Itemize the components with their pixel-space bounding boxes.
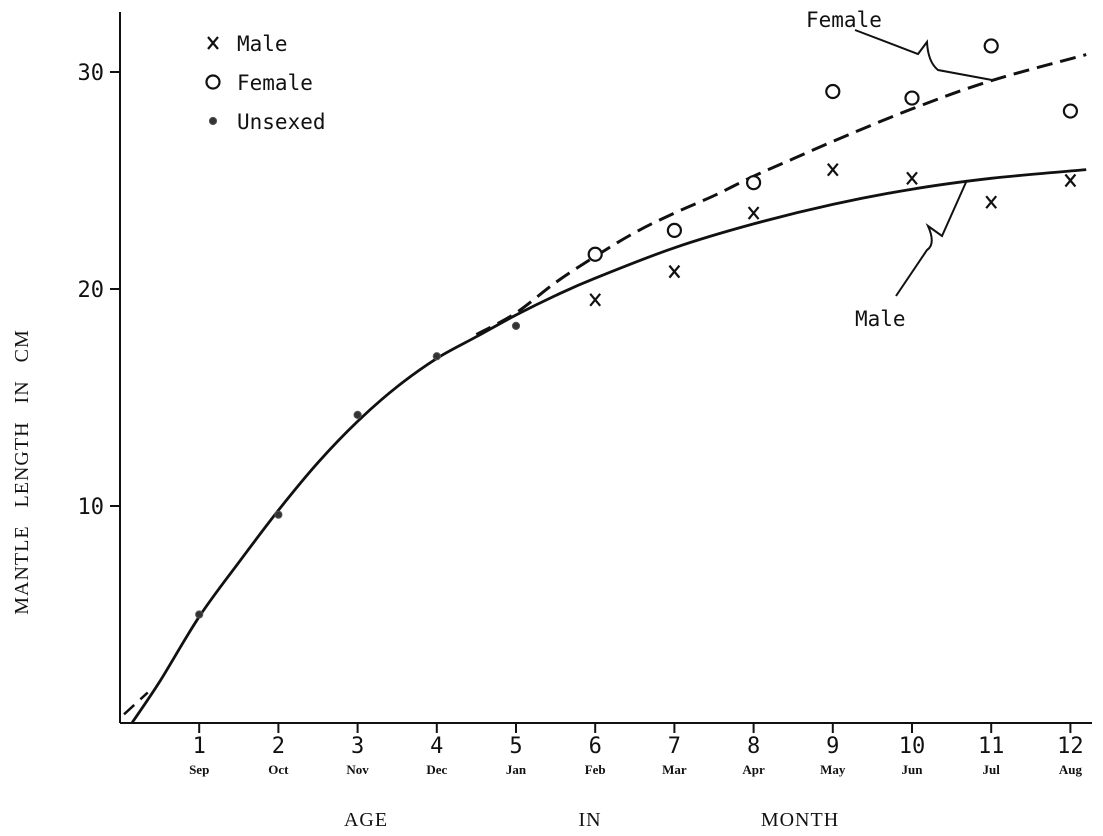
female-point — [666, 222, 683, 239]
unsexed-point — [432, 352, 441, 361]
x-tick-label: 8 — [747, 734, 760, 759]
x-month-label: Feb — [585, 762, 606, 777]
data-points — [195, 38, 1079, 619]
legend-marker-female — [205, 74, 221, 90]
male-point — [589, 293, 602, 307]
unsexed-point — [195, 610, 204, 619]
male-callout-label: Male — [855, 307, 906, 331]
male-fit-curve — [130, 168, 1087, 724]
female-point — [745, 175, 762, 191]
x-tick-label: 2 — [272, 734, 285, 759]
unsexed-point — [274, 510, 283, 519]
x-tick-label: 10 — [899, 734, 926, 759]
x-tick-label: 9 — [826, 734, 839, 759]
y-axis-title: MANTLE LENGTH IN CM — [11, 329, 33, 615]
male-point — [826, 162, 839, 177]
y-ticks: 10 20 30 — [78, 61, 120, 520]
unsexed-point — [353, 410, 362, 419]
female-point — [587, 246, 603, 262]
female-point — [825, 83, 841, 100]
x-tick-label: 5 — [509, 734, 522, 759]
x-month-label: Jul — [983, 762, 1001, 777]
x-month-label: Apr — [742, 762, 765, 777]
x-axis-title-in: IN — [578, 809, 601, 831]
legend-marker-male — [207, 36, 219, 50]
x-tick-label: 6 — [589, 734, 602, 759]
x-month-label: Jan — [506, 762, 527, 777]
female-point — [1062, 103, 1079, 119]
y-tick-label: 10 — [78, 495, 105, 520]
unsexed-point — [511, 321, 521, 330]
female-callout-label: Female — [806, 8, 882, 32]
female-fit-curve-start — [123, 691, 149, 716]
female-fit-curve — [475, 53, 1087, 336]
female-callout-line — [854, 29, 993, 81]
male-point — [985, 195, 998, 209]
x-month-label: Oct — [268, 762, 289, 777]
y-tick-label: 20 — [78, 278, 105, 303]
legend: Male Female Unsexed — [205, 32, 326, 134]
male-point — [668, 264, 681, 279]
x-month-label: Sep — [189, 762, 209, 777]
legend-label-female: Female — [237, 71, 313, 95]
x-ticks: 1 Sep 2 Oct 3 Nov 4 Dec 5 Jan 6 Feb 7 Mar 8 Apr 9 May 10 Ju… — [189, 723, 1084, 777]
x-tick-label: 4 — [430, 734, 443, 759]
x-month-label: Dec — [426, 762, 447, 777]
axes — [119, 12, 1092, 724]
fitted-curves — [123, 53, 1087, 724]
x-axis-title-month: MONTH — [761, 809, 839, 831]
x-tick-label: 3 — [351, 734, 364, 759]
x-axis-title-age: AGE — [344, 809, 388, 831]
male-point — [747, 206, 760, 220]
x-month-label: Jun — [902, 762, 924, 777]
legend-label-male: Male — [237, 32, 288, 56]
curve-callouts: Female Male — [806, 8, 993, 331]
female-point — [983, 38, 999, 54]
male-point — [1064, 173, 1077, 188]
x-tick-label: 1 — [193, 734, 206, 759]
female-point — [904, 90, 920, 106]
legend-label-unsexed: Unsexed — [237, 110, 326, 134]
x-tick-label: 11 — [978, 734, 1005, 759]
y-tick-label: 30 — [78, 61, 105, 86]
x-tick-label: 12 — [1057, 734, 1084, 759]
legend-marker-unsexed — [208, 116, 218, 126]
male-callout-line — [895, 179, 968, 297]
male-point — [906, 171, 918, 186]
x-month-label: Aug — [1059, 762, 1083, 777]
x-month-label: May — [820, 762, 846, 777]
x-month-label: Nov — [346, 762, 369, 777]
x-tick-label: 7 — [668, 734, 681, 759]
x-month-label: Mar — [662, 762, 687, 777]
